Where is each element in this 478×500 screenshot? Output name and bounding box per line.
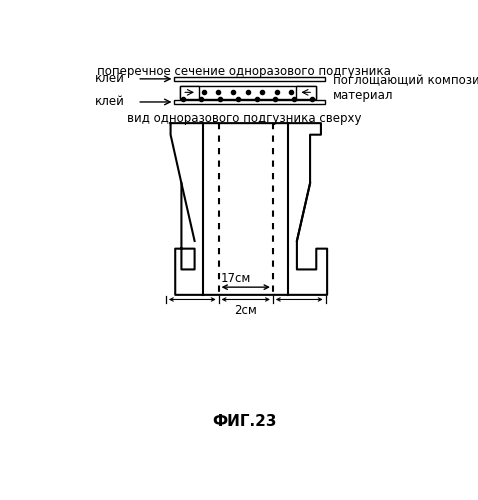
Text: клей: клей: [95, 96, 124, 108]
Bar: [174, 77, 325, 81]
Text: ФИГ.23: ФИГ.23: [213, 414, 277, 430]
Text: вид одноразового подгузника сверху: вид одноразового подгузника сверху: [127, 112, 361, 126]
Bar: [180, 86, 199, 99]
Bar: [174, 100, 325, 104]
Bar: [296, 86, 315, 99]
Text: 17см: 17см: [221, 272, 251, 285]
Text: поперечное сечение одноразового подгузника: поперечное сечение одноразового подгузни…: [97, 64, 391, 78]
Bar: [180, 86, 315, 99]
Text: 2см: 2см: [234, 304, 257, 317]
Text: поглощающий композиционный
материал: поглощающий композиционный материал: [333, 74, 478, 102]
Text: клей: клей: [95, 72, 124, 86]
